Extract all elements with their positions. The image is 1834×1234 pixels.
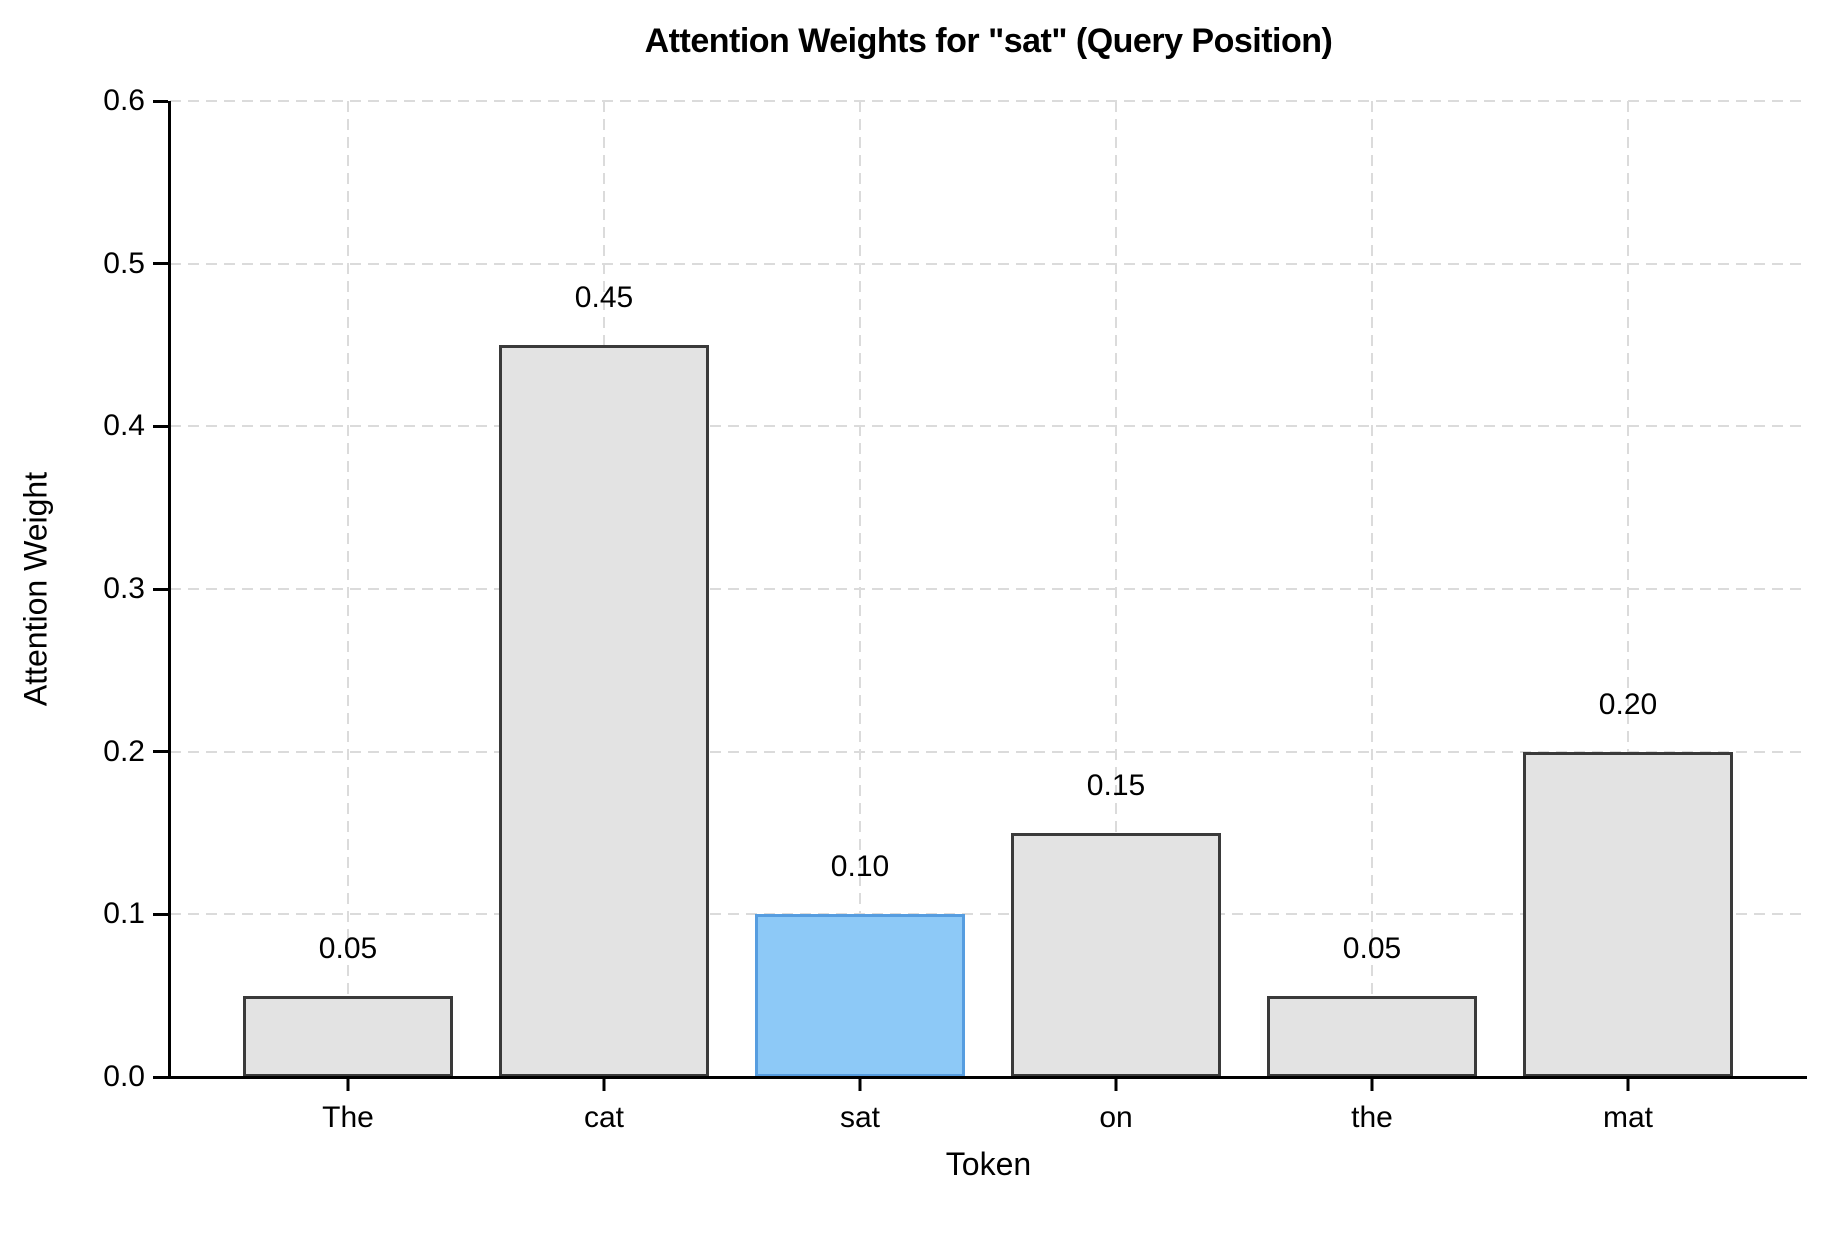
x-tick-label-cat: cat xyxy=(583,1101,625,1134)
x-tick-mark xyxy=(858,1077,862,1091)
x-tick-label-mat: mat xyxy=(1602,1101,1654,1134)
x-tick-mark xyxy=(1370,1077,1374,1091)
v-gridline xyxy=(859,101,861,1077)
x-tick-label-The: The xyxy=(322,1101,374,1134)
y-axis-label: Attention Weight xyxy=(17,471,54,707)
bar-value-label: 0.45 xyxy=(574,281,634,314)
y-tick-label: 0.5 xyxy=(103,246,145,280)
x-tick-mark xyxy=(1626,1077,1630,1091)
v-gridline xyxy=(1371,101,1373,1077)
bar-sat xyxy=(755,914,965,1077)
y-tick-label: 0.3 xyxy=(103,572,145,605)
v-gridline xyxy=(1627,101,1629,1077)
v-gridline xyxy=(347,101,349,1077)
x-tick-mark xyxy=(602,1077,606,1091)
y-tick-mark xyxy=(153,587,168,591)
v-gridline xyxy=(1115,101,1117,1077)
h-gridline xyxy=(170,262,1807,265)
bar-value-label: 0.15 xyxy=(1086,769,1146,802)
bar-on xyxy=(1011,833,1221,1077)
bar-value-label: 0.05 xyxy=(318,931,378,965)
y-tick-label: 0.4 xyxy=(103,409,145,443)
y-tick-label: 0.2 xyxy=(103,734,145,768)
x-tick-label-sat: sat xyxy=(839,1101,881,1134)
x-tick-label-the: the xyxy=(1351,1101,1393,1134)
plot-area: 0.05 The 0.45 cat 0.10 sat 0.15 on 0.05 the 0.20 ma… xyxy=(103,84,1807,1134)
y-tick-label: 0.6 xyxy=(103,84,145,117)
chart-title: Attention Weights for "sat" (Query Posit… xyxy=(644,22,1333,60)
y-tick-mark xyxy=(153,262,168,266)
bar-value-label: 0.10 xyxy=(830,850,890,884)
y-tick-mark xyxy=(153,424,168,428)
h-gridline xyxy=(170,913,1807,916)
bar-cat xyxy=(499,345,709,1077)
y-tick-mark xyxy=(153,99,168,103)
bar-The xyxy=(243,995,453,1077)
y-tick-mark xyxy=(153,912,168,916)
bar-mat xyxy=(1523,751,1733,1077)
y-tick-label: 0.1 xyxy=(103,897,145,931)
bar-value-label: 0.20 xyxy=(1598,687,1658,721)
x-tick-mark xyxy=(346,1077,350,1091)
y-axis-spine xyxy=(168,101,171,1077)
x-tick-label-on: on xyxy=(1099,1101,1133,1134)
y-tick-label: 0.0 xyxy=(103,1060,145,1093)
h-gridline xyxy=(170,425,1807,428)
h-gridline xyxy=(170,750,1807,753)
x-axis-spine xyxy=(153,1076,1807,1079)
h-gridline xyxy=(170,100,1807,102)
h-gridline xyxy=(170,588,1807,590)
y-tick-mark xyxy=(153,750,168,754)
bar-the xyxy=(1267,995,1477,1077)
x-axis-label: Token xyxy=(945,1146,1032,1182)
bar-value-label: 0.05 xyxy=(1342,931,1402,965)
x-tick-mark xyxy=(1114,1077,1118,1091)
